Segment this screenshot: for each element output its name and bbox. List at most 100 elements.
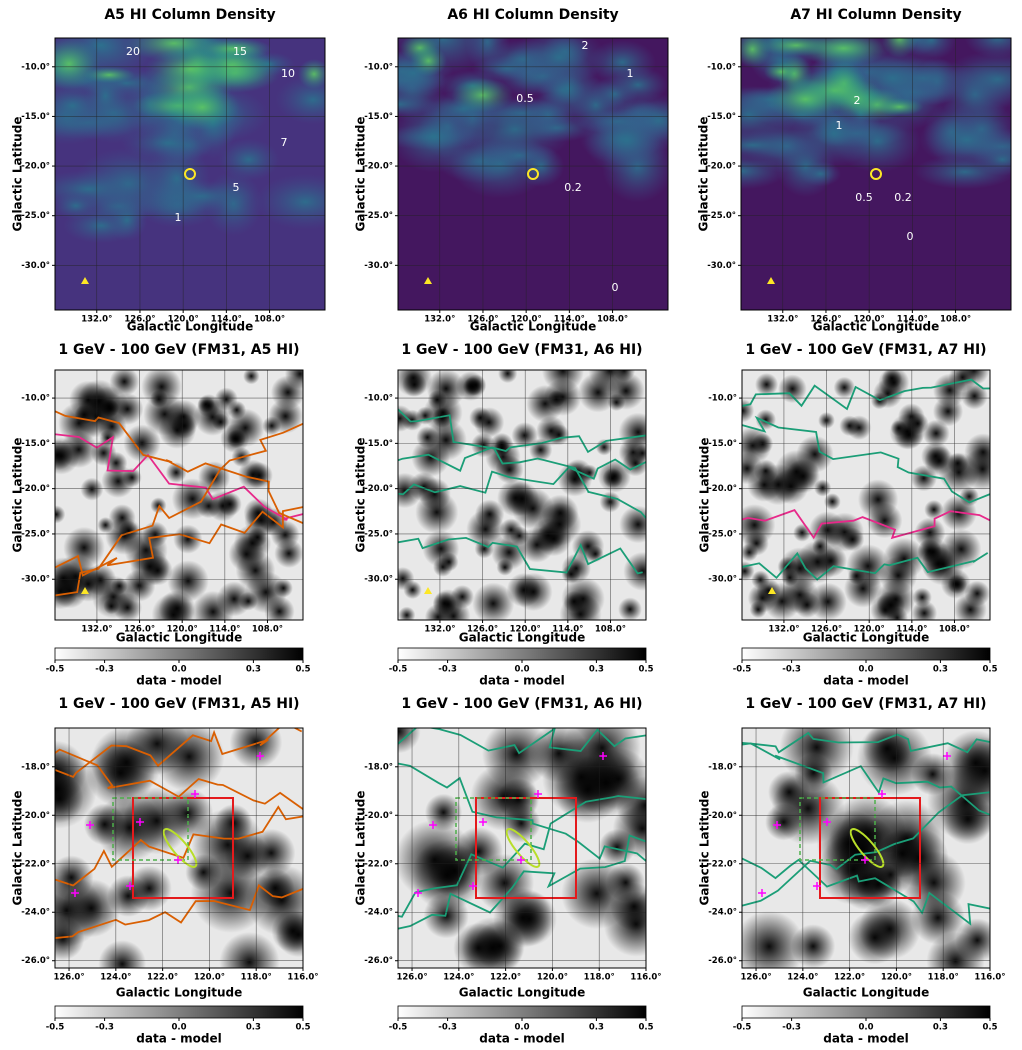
map-blob <box>55 740 87 803</box>
map-blob <box>55 573 79 610</box>
y-tick-label: -26.0° <box>21 956 50 966</box>
x-tick-label: 120.0° <box>167 625 198 635</box>
panel-title: 1 GeV - 100 GeV (FM31, A7 HI) <box>745 342 986 358</box>
colorbar-tick-label: 0.0 <box>171 1023 186 1033</box>
contour <box>398 762 646 863</box>
map-blob <box>846 544 890 588</box>
source-plus <box>256 752 264 760</box>
y-tick-label: -10.0° <box>21 62 50 72</box>
map-blob <box>496 558 514 576</box>
map-blob <box>262 416 282 436</box>
contour <box>398 795 646 918</box>
colorbar-tick-label: 0.3 <box>589 665 604 675</box>
x-tick-label: 118.0° <box>584 973 615 983</box>
m31-contour <box>849 828 885 868</box>
triangle-marker <box>81 277 89 284</box>
y-tick-label: -15.0° <box>708 439 737 449</box>
map-blob <box>469 406 492 429</box>
y-axis-label: Galactic Latitude <box>354 790 368 905</box>
contour-label: 0.2 <box>894 191 912 204</box>
colorbar-tick-label: 0.3 <box>933 665 948 675</box>
map-blob <box>602 467 623 489</box>
colorbar <box>397 1005 647 1019</box>
map-blob <box>243 370 260 385</box>
x-tick-label: 122.0° <box>834 973 865 983</box>
x-tick-label: 126.0° <box>467 315 498 325</box>
y-tick-label: -25.0° <box>21 529 50 539</box>
y-tick-label: -22.0° <box>364 859 393 869</box>
map-blob <box>823 493 841 510</box>
x-tick-label: 126.0° <box>53 973 84 983</box>
x-tick-label: 116.0° <box>974 973 1005 983</box>
x-axis-label: Galactic Longitude <box>116 631 243 645</box>
axes-frame <box>741 369 991 621</box>
colorbar-tick-label: -0.3 <box>95 1023 114 1033</box>
source-plus <box>773 821 781 829</box>
source-marker <box>184 168 196 180</box>
y-tick-label: -20.0° <box>707 162 736 172</box>
contour-label: 0.5 <box>516 92 534 105</box>
y-tick-label: -20.0° <box>364 162 393 172</box>
map-blob <box>423 392 463 433</box>
map-blob <box>839 415 860 437</box>
map-blob <box>922 419 950 447</box>
x-tick-label: 120.0° <box>881 973 912 983</box>
colorbar-tick-label: 0.3 <box>246 1023 261 1033</box>
map-blob <box>101 464 135 498</box>
panel-title: A5 HI Column Density <box>104 7 275 23</box>
x-tick-label: 126.0° <box>740 973 771 983</box>
map-blob <box>862 728 912 774</box>
source-plus <box>429 821 437 829</box>
colorbar-tick-label: -0.3 <box>782 1023 801 1033</box>
axes-frame <box>54 369 304 621</box>
x-tick-label: 108.0° <box>939 625 970 635</box>
map-blob <box>141 370 182 408</box>
y-axis-label: Galactic Latitude <box>11 790 25 905</box>
axes-frame <box>54 727 304 969</box>
y-tick-label: -20.0° <box>708 811 737 821</box>
source-marker <box>527 168 539 180</box>
map-blob <box>411 438 450 477</box>
y-tick-label: -10.0° <box>364 394 393 404</box>
map-blob <box>167 560 209 602</box>
colorbar-tick-label: -0.3 <box>438 665 457 675</box>
colorbar-tick-label: 0.0 <box>514 665 529 675</box>
source-plus <box>414 889 422 897</box>
panel-title: 1 GeV - 100 GeV (FM31, A5 HI) <box>58 342 299 358</box>
map-blob <box>224 833 271 879</box>
triangle-marker <box>768 587 776 594</box>
map-blob <box>765 803 802 841</box>
map-blob <box>86 738 155 808</box>
map-blob <box>398 606 416 620</box>
contour-label: 0.5 <box>855 191 873 204</box>
map-blob <box>920 441 951 471</box>
contour <box>742 742 990 816</box>
axes-frame <box>741 727 991 969</box>
source-plus <box>126 882 134 890</box>
colorbar-label: data - model <box>136 1032 221 1046</box>
map <box>398 38 668 310</box>
x-tick-label: 108.0° <box>597 315 628 325</box>
contour <box>55 433 303 521</box>
colorbar <box>741 1005 991 1019</box>
map-blob <box>143 143 211 214</box>
map-blob <box>911 600 938 620</box>
map-blob <box>634 444 646 462</box>
y-tick-label: -30.0° <box>364 575 393 585</box>
y-tick-label: -15.0° <box>21 112 50 122</box>
x-tick-label: 126.0° <box>810 315 841 325</box>
x-tick-label: 114.0° <box>552 625 583 635</box>
x-tick-label: 126.0° <box>124 625 155 635</box>
source-plus <box>599 752 607 760</box>
colorbar-tick-label: -0.3 <box>95 665 114 675</box>
source-plus <box>943 752 951 760</box>
x-tick-label: 114.0° <box>554 315 585 325</box>
y-axis-label: Galactic Latitude <box>11 116 25 231</box>
map-blob <box>578 372 619 413</box>
map-blob <box>554 755 622 824</box>
colorbar-tick-label: -0.3 <box>438 1023 457 1033</box>
map-blob <box>398 566 415 591</box>
map-blob <box>959 486 979 507</box>
y-tick-label: -15.0° <box>707 112 736 122</box>
colorbar-tick-label: 0.3 <box>933 1023 948 1033</box>
